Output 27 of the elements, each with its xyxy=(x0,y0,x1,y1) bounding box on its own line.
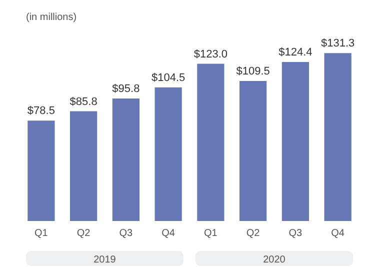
x-tick-label: Q3 xyxy=(288,228,303,239)
data-label: $123.0 xyxy=(194,48,228,60)
data-label: $85.8 xyxy=(70,96,98,108)
bar xyxy=(282,62,309,221)
bar xyxy=(197,64,224,221)
data-label: $124.4 xyxy=(278,46,312,58)
data-label: $95.8 xyxy=(112,83,140,96)
text: 2020 xyxy=(263,254,286,266)
x-tick-label: Q4 xyxy=(162,228,176,239)
x-tick-label: Q1 xyxy=(204,228,218,239)
x-tick-label: Q2 xyxy=(246,228,260,239)
data-label: $131.3 xyxy=(320,38,355,50)
data-label: $109.5 xyxy=(236,66,270,78)
x-tick-label: Q2 xyxy=(76,228,91,239)
data-label: $78.5 xyxy=(27,105,55,118)
x-tick-label: Q1 xyxy=(34,228,48,239)
text: 2019 xyxy=(94,254,116,266)
bar xyxy=(70,111,98,221)
bar xyxy=(240,80,267,221)
data-label: $104.5 xyxy=(151,72,186,84)
bar xyxy=(112,98,140,221)
x-tick-label: Q3 xyxy=(119,228,134,239)
x-tick-label: Q4 xyxy=(331,228,345,239)
bar xyxy=(154,87,182,221)
y-axis-title: (in millions) xyxy=(26,12,77,23)
bar xyxy=(324,53,352,221)
bar xyxy=(28,120,55,221)
